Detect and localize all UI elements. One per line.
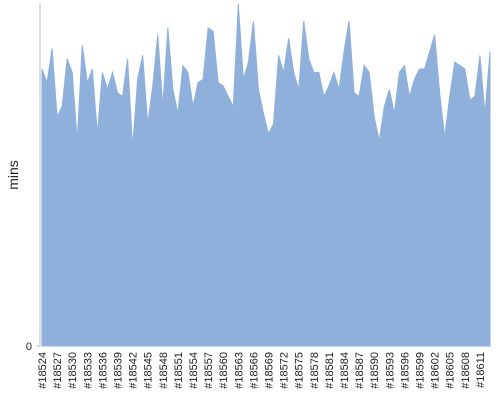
y-axis-label: mins: [5, 160, 21, 190]
x-tick-label: #18572: [279, 352, 291, 389]
x-tick-label: #18593: [384, 352, 396, 389]
x-tick-label: #18566: [248, 352, 260, 389]
x-tick-label: #18578: [309, 352, 321, 389]
x-tick-label: #18548: [158, 352, 170, 389]
x-tick-label: #18524: [37, 352, 49, 389]
x-tick-label: #18569: [264, 352, 276, 389]
x-tick-label: #18575: [294, 352, 306, 389]
x-tick-label: #18554: [188, 352, 200, 389]
x-tick-label: #18542: [128, 352, 140, 389]
x-tick-label: #18605: [445, 352, 457, 389]
x-tick-label: #18587: [354, 352, 366, 389]
x-tick-label: #18551: [173, 352, 185, 389]
x-tick-label: #18599: [415, 352, 427, 389]
x-tick-label: #18584: [339, 352, 351, 389]
x-tick-label: #18596: [399, 352, 411, 389]
x-tick-label: #18563: [233, 352, 245, 389]
x-tick-label: #18608: [460, 352, 472, 389]
x-tick-label: #18581: [324, 352, 336, 389]
x-tick-label: #18539: [113, 352, 125, 389]
area: [41, 3, 491, 347]
x-tick-label: #18557: [203, 352, 215, 389]
x-tick-label: #18602: [430, 352, 442, 389]
x-tick-label: #18545: [143, 352, 155, 389]
x-tick-label: #18527: [52, 352, 64, 389]
x-tick-label: #18533: [82, 352, 94, 389]
y-tick-label: 0: [26, 341, 32, 353]
x-tick-label: #18560: [218, 352, 230, 389]
x-tick-label: #18536: [97, 352, 109, 389]
x-tick-label: #18530: [67, 352, 79, 389]
x-tick-label: #18611: [475, 352, 487, 388]
x-tick-label: #18590: [369, 352, 381, 389]
